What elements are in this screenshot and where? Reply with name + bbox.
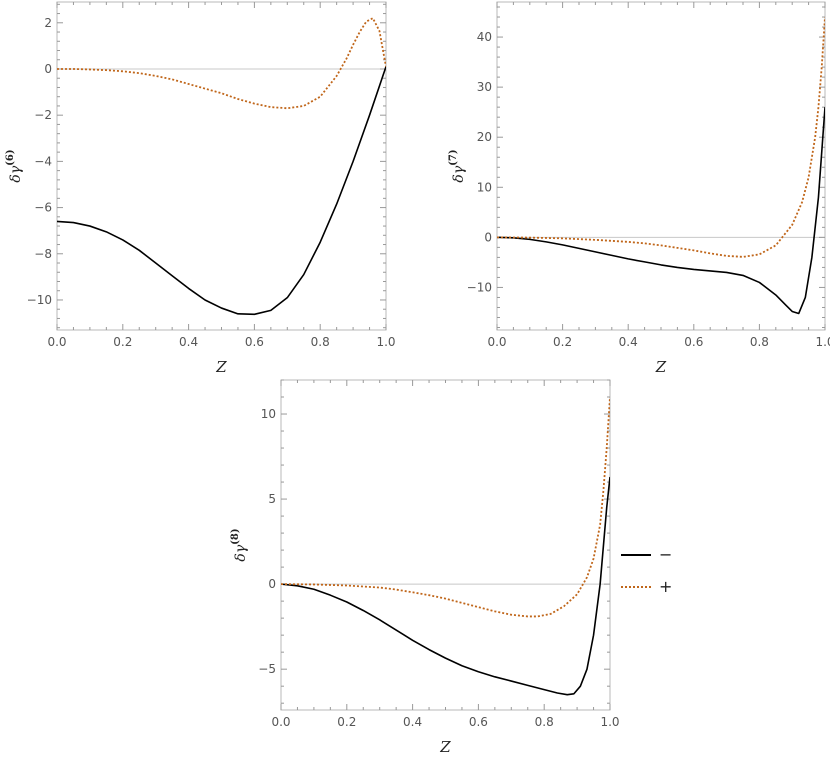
chart-gamma8-xtick-label: 0.6 <box>469 715 488 729</box>
chart-gamma7-ytick-label: 20 <box>477 130 492 144</box>
chart-gamma7-series-minus-line <box>497 107 825 315</box>
chart-gamma8-ylabel: δγ(8) <box>230 528 249 561</box>
chart-gamma8-xtick-label: 1.0 <box>600 715 619 729</box>
chart-gamma6-series-minus-line <box>57 66 386 316</box>
chart-gamma6-ytick-label: 0 <box>44 62 52 76</box>
chart-gamma6-frame <box>56 1 387 331</box>
chart-gamma7-ylabel: δγ(7) <box>448 149 467 182</box>
chart-gamma6-xtick-label: 0.0 <box>47 335 66 349</box>
chart-gamma7-xtick-label: 0.0 <box>487 335 506 349</box>
chart-gamma8-ylabel-main: δγ <box>233 544 249 561</box>
chart-gamma8-xtick-label: 0.0 <box>271 715 290 729</box>
chart-gamma8-xtick-label: 0.8 <box>535 715 554 729</box>
chart-gamma7-series-plus-line <box>497 16 825 258</box>
chart-gamma6-ytick-label: −2 <box>34 108 52 122</box>
chart-gamma7-ylabel-main: δγ <box>451 165 467 182</box>
chart-gamma8-series-minus-line <box>281 476 610 696</box>
chart-gamma6-ylabel-sup: (6) <box>5 149 16 165</box>
plot-panel-gamma6: 0.0 0.2 0.4 0.6 0.8 1.0 −10 −8 −6 −4 −2 0 2 Zδγ(6) <box>5 1 396 376</box>
chart-gamma6-xtick-label: 1.0 <box>376 335 395 349</box>
chart-gamma6-ytick-label: −6 <box>34 201 52 215</box>
chart-gamma7-xtick-label: 1.0 <box>815 335 830 349</box>
chart-gamma6-ylabel-main: δγ <box>8 165 24 182</box>
chart-gamma6-ytick-label: 2 <box>44 16 52 30</box>
chart-gamma7-xlabel: Z <box>655 358 667 376</box>
chart-gamma8-xtick-label: 0.2 <box>337 715 356 729</box>
chart-gamma8-xtick-label: 0.4 <box>403 715 422 729</box>
chart-gamma7-ytick-label: 0 <box>484 230 492 244</box>
chart-gamma7-xtick-label: 0.8 <box>750 335 769 349</box>
chart-gamma6-xtick-label: 0.8 <box>311 335 330 349</box>
chart-gamma7-ytick-label: 40 <box>477 30 492 44</box>
legend-label-minus: − <box>659 545 672 564</box>
chart-gamma7-frame <box>496 1 826 331</box>
chart-gamma6-ytick-label: −4 <box>34 154 52 168</box>
legend: − + <box>621 545 672 596</box>
plot-panel-gamma8: 0.0 0.2 0.4 0.6 0.8 1.0 −5 0 5 10 Zδγ(8) <box>230 379 620 756</box>
chart-gamma8-xlabel: Z <box>439 738 451 756</box>
chart-gamma7-ytick-label: 10 <box>477 180 492 194</box>
chart-gamma6-ytick-label: −8 <box>34 247 52 261</box>
chart-gamma7-ytick-label: 30 <box>477 80 492 94</box>
chart-gamma6-xtick-label: 0.6 <box>245 335 264 349</box>
chart-gamma6-xtick-label: 0.2 <box>113 335 132 349</box>
chart-gamma8-ytick-label: 5 <box>268 492 276 506</box>
legend-label-plus: + <box>659 577 672 596</box>
plot-panel-gamma7: 0.0 0.2 0.4 0.6 0.8 1.0 −10 0 10 20 30 40 Zδγ(7) <box>448 1 830 376</box>
chart-gamma8-series-plus-line <box>281 396 610 618</box>
chart-gamma7-ytick-label: −10 <box>467 280 492 294</box>
chart-gamma6-xtick-label: 0.4 <box>179 335 198 349</box>
chart-gamma7-xtick-label: 0.4 <box>619 335 638 349</box>
chart-gamma8-ytick-label: 10 <box>261 407 276 421</box>
chart-gamma6-series-plus-line <box>57 17 386 110</box>
chart-gamma7-ylabel-sup: (7) <box>448 149 459 165</box>
chart-gamma8-frame <box>280 379 611 711</box>
chart-gamma8-ylabel-sup: (8) <box>230 528 241 544</box>
chart-gamma7-xtick-label: 0.6 <box>684 335 703 349</box>
chart-gamma6-ylabel: δγ(6) <box>5 149 24 182</box>
chart-gamma6-xlabel: Z <box>215 358 227 376</box>
chart-gamma8-ytick-label: −5 <box>258 662 276 676</box>
chart-gamma6-ytick-label: −10 <box>27 293 52 307</box>
chart-gamma8-ytick-label: 0 <box>268 577 276 591</box>
chart-gamma7-xtick-label: 0.2 <box>553 335 572 349</box>
